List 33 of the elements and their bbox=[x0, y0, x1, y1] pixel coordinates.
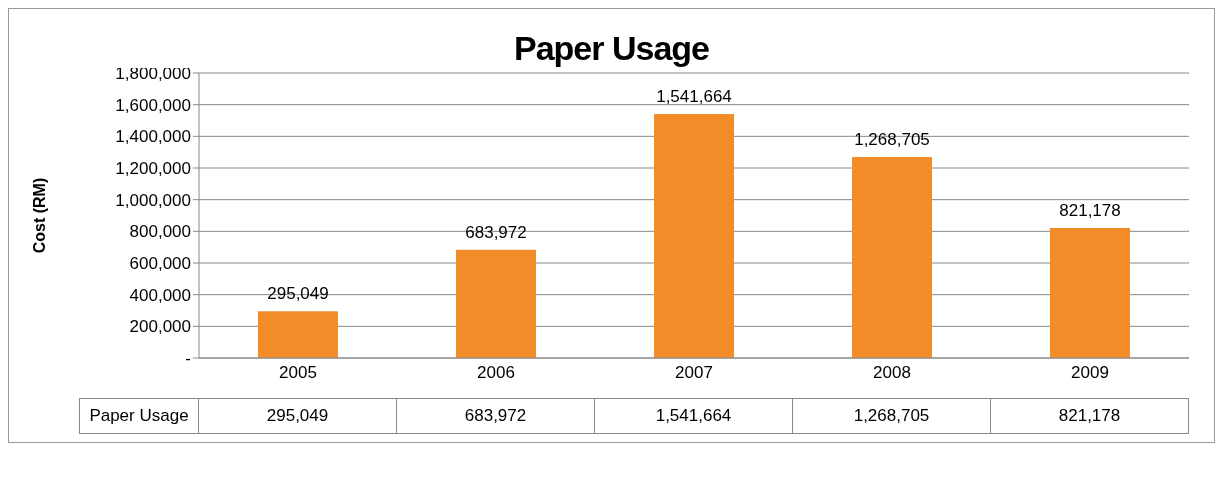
bar bbox=[1050, 227, 1130, 358]
y-tick-label: 1,000,000 bbox=[115, 190, 191, 210]
bar bbox=[456, 249, 536, 358]
data-label: 683,972 bbox=[397, 398, 595, 434]
y-tick-label: 600,000 bbox=[129, 254, 191, 274]
data-label: 1,541,664 bbox=[595, 398, 793, 434]
x-tick-label: 2005 bbox=[279, 363, 317, 383]
data-label: 1,268,705 bbox=[793, 398, 991, 434]
y-tick-label: 200,000 bbox=[129, 317, 191, 337]
text: 1,268,705 bbox=[854, 130, 930, 150]
text: Paper Usage bbox=[79, 398, 199, 434]
y-tick-label: 1,200,000 bbox=[115, 159, 191, 179]
y-tick-label: 800,000 bbox=[129, 222, 191, 242]
y-tick-label: 1,800,000 bbox=[115, 64, 191, 84]
x-tick-label: 2009 bbox=[1071, 363, 1109, 383]
text: 1,541,664 bbox=[656, 86, 732, 106]
data-label: 821,178 bbox=[991, 398, 1189, 434]
y-axis-title: Cost (RM) bbox=[30, 177, 48, 254]
x-tick-label: 2008 bbox=[873, 363, 911, 383]
y-tick-label: 400,000 bbox=[129, 285, 191, 305]
chart-title: Paper Usage bbox=[514, 29, 709, 67]
x-tick-label: 2006 bbox=[477, 363, 515, 383]
y-tick-label: - bbox=[185, 349, 191, 369]
text: 821,178 bbox=[1059, 200, 1121, 220]
y-tick-label: 1,400,000 bbox=[115, 127, 191, 147]
bar bbox=[258, 311, 338, 358]
bar bbox=[654, 113, 734, 358]
x-tick-label: 2007 bbox=[675, 363, 713, 383]
data-label: 295,049 bbox=[199, 398, 397, 434]
text: 683,972 bbox=[465, 222, 527, 242]
bar bbox=[852, 157, 932, 358]
text: 295,049 bbox=[267, 284, 329, 304]
y-tick-label: 1,600,000 bbox=[115, 95, 191, 115]
